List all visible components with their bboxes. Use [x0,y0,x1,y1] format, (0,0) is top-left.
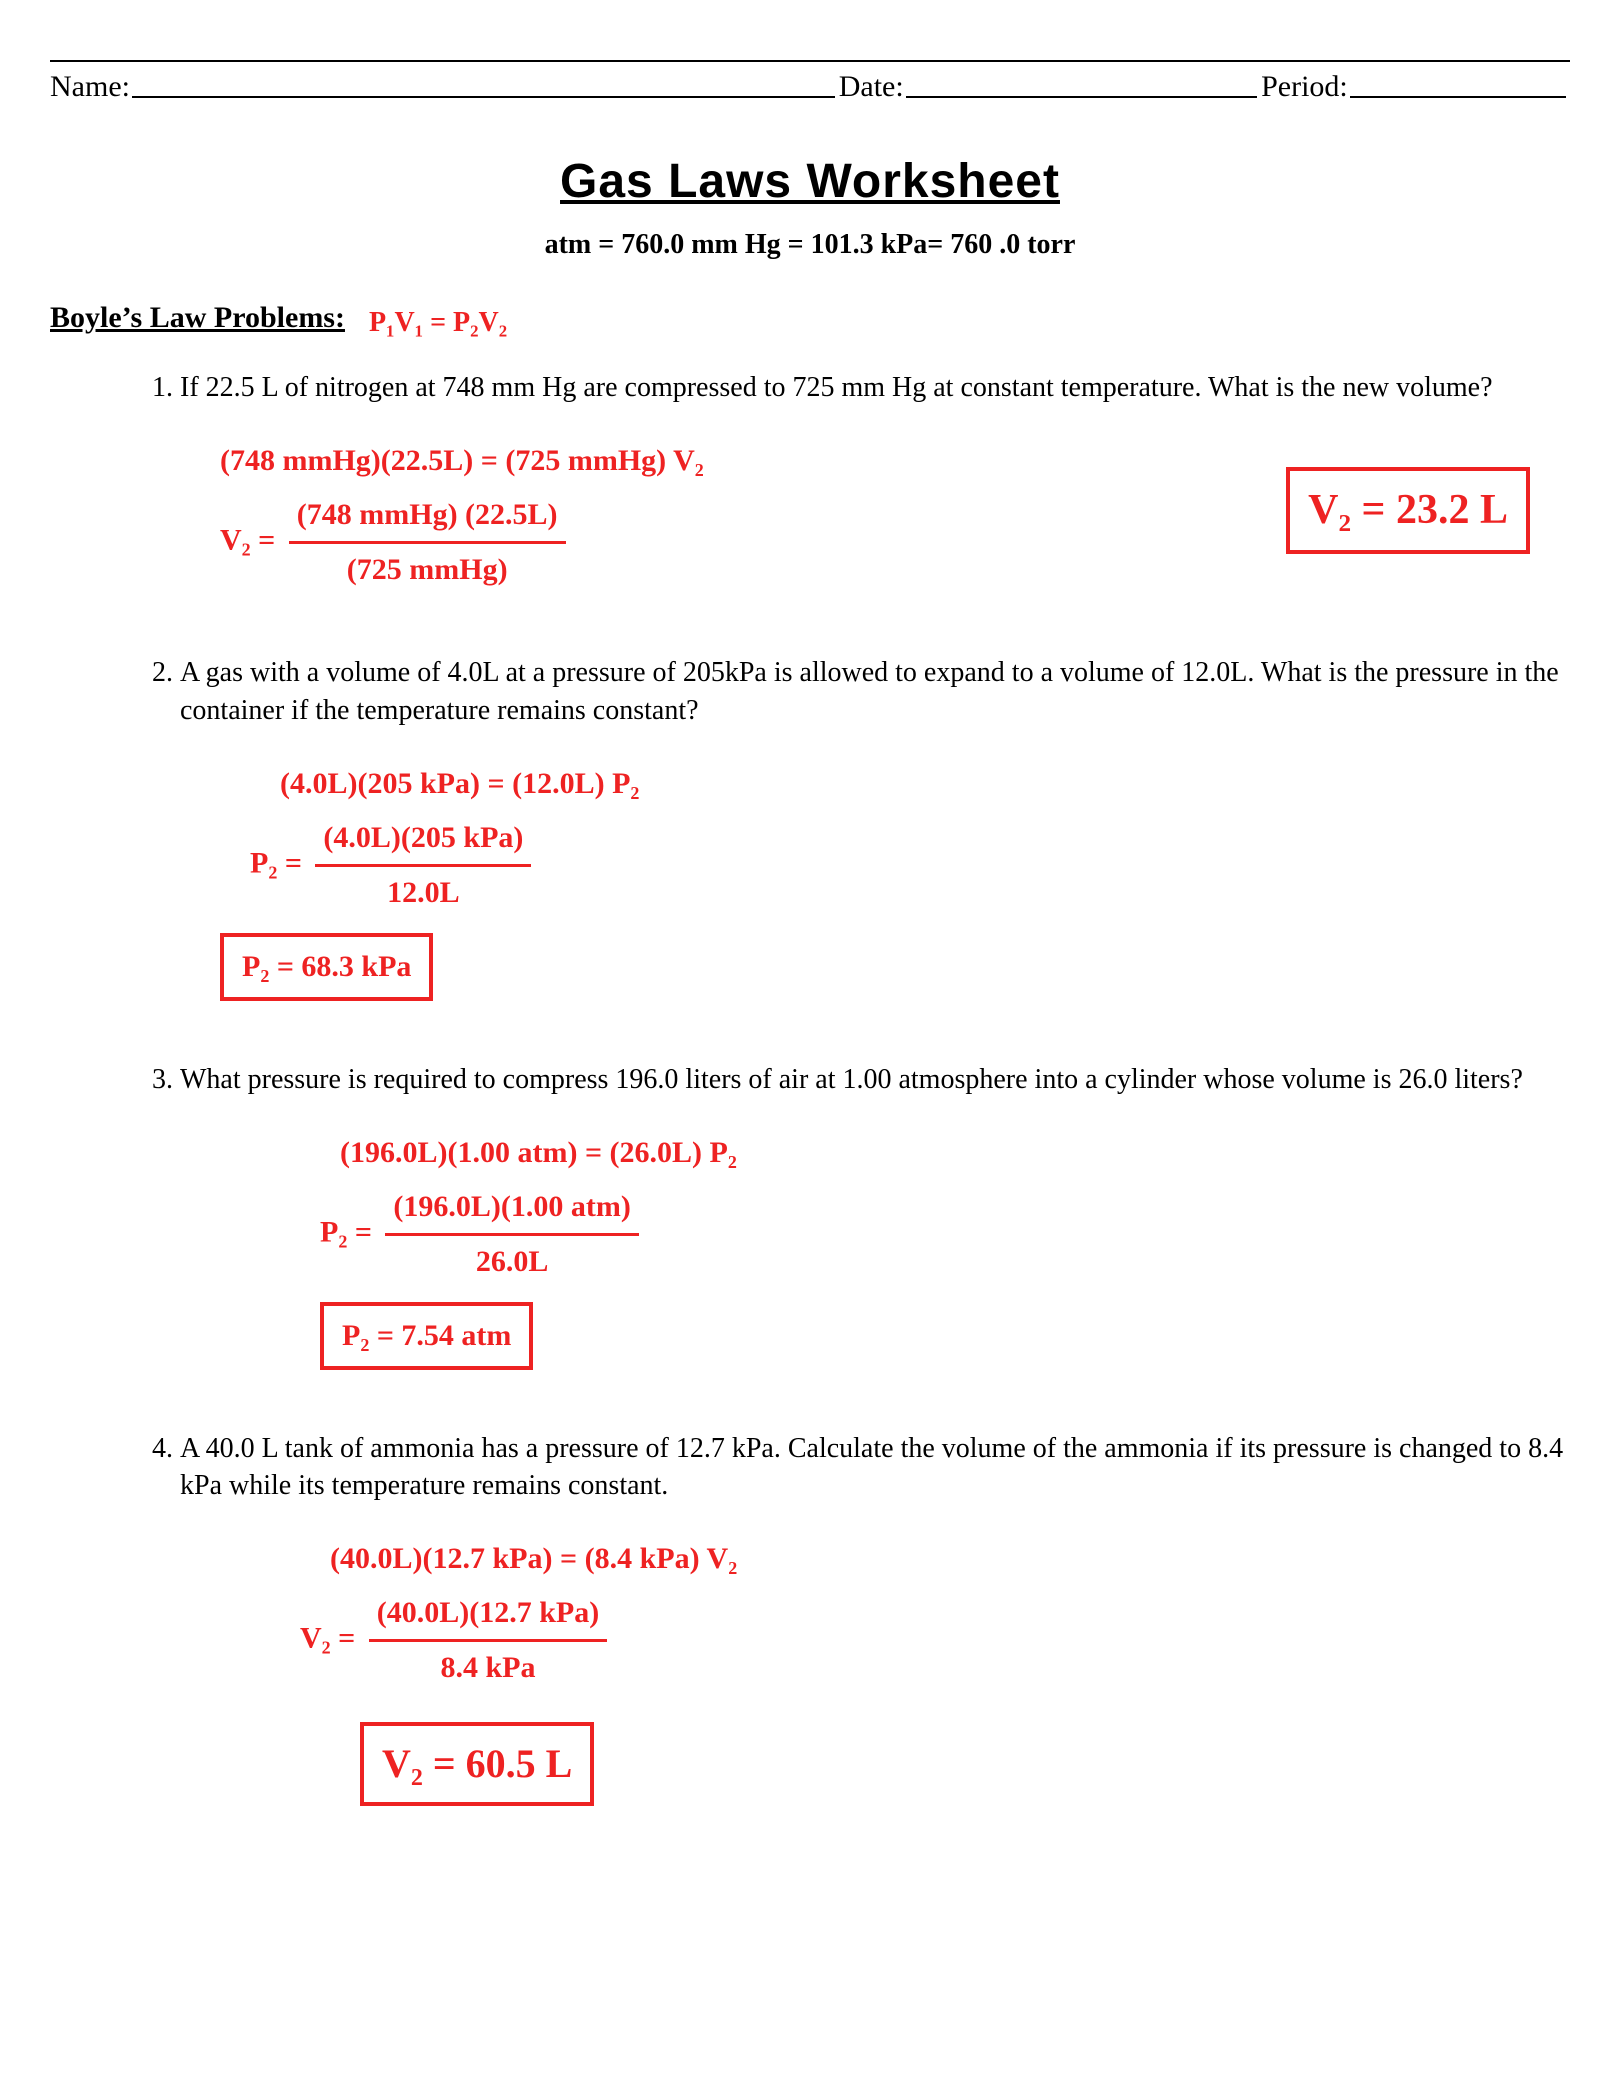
work-fraction: P₂ = (4.0L)(205 kPa) 12.0L [250,814,1570,917]
fraction: (40.0L)(12.7 kPa) 8.4 kPa [369,1589,607,1692]
numerator: (4.0L)(205 kPa) [315,814,531,867]
problem-text: If 22.5 L of nitrogen at 748 mm Hg are c… [180,372,1493,403]
fraction: (196.0L)(1.00 atm) 26.0L [385,1183,638,1286]
work-equation: (4.0L)(205 kPa) = (12.0L) P₂ [280,760,1570,808]
numerator: (196.0L)(1.00 atm) [385,1183,638,1236]
numerator: (748 mmHg) (22.5L) [289,491,566,544]
problem-list: If 22.5 L of nitrogen at 748 mm Hg are c… [50,369,1570,1806]
answer-box: P₂ = 68.3 kPa [220,933,433,1001]
section-heading: Boyle’s Law Problems: [50,301,345,335]
answer-line: P₂ = 68.3 kPa [220,923,1570,1001]
answer-box: V₂ = 60.5 L [360,1722,594,1806]
problem-2-work: (4.0L)(205 kPa) = (12.0L) P₂ P₂ = (4.0L)… [180,760,1570,1001]
section-row: Boyle’s Law Problems: P₁V₁ = P₂V₂ [50,301,1570,339]
problem-text: What pressure is required to compress 19… [180,1064,1523,1095]
problem-1-work: (748 mmHg)(22.5L) = (725 mmHg) V₂ V₂ = (… [180,437,1570,594]
work-lhs: P₂ = [320,1215,372,1248]
problem-4: A 40.0 L tank of ammonia has a pressure … [180,1430,1570,1807]
work-lhs: V₂ = [220,524,275,557]
problem-4-work: (40.0L)(12.7 kPa) = (8.4 kPa) V₂ V₂ = (4… [180,1535,1570,1806]
answer-line: V₂ = 60.5 L [360,1712,1570,1806]
work-lhs: V₂ = [300,1622,355,1655]
answer-box: V₂ = 23.2 L [1286,467,1530,554]
name-blank[interactable] [132,70,835,98]
denominator: 26.0L [385,1236,638,1286]
period-blank[interactable] [1350,70,1566,98]
page-title: Gas Laws Worksheet [50,154,1570,209]
numerator: (40.0L)(12.7 kPa) [369,1589,607,1642]
fraction: (4.0L)(205 kPa) 12.0L [315,814,531,917]
problem-text: A 40.0 L tank of ammonia has a pressure … [180,1433,1563,1502]
problem-3: What pressure is required to compress 19… [180,1061,1570,1370]
answer-box: P₂ = 7.54 atm [320,1302,533,1370]
answer-line: P₂ = 7.54 atm [320,1292,1570,1370]
denominator: 8.4 kPa [369,1642,607,1692]
denominator: 12.0L [315,867,531,917]
problem-2: A gas with a volume of 4.0L at a pressur… [180,654,1570,1001]
problem-text: A gas with a volume of 4.0L at a pressur… [180,657,1559,726]
denominator: (725 mmHg) [289,544,566,594]
date-blank[interactable] [906,70,1257,98]
date-label: Date: [839,70,904,104]
problem-3-work: (196.0L)(1.00 atm) = (26.0L) P₂ P₂ = (19… [180,1129,1570,1370]
work-equation: (196.0L)(1.00 atm) = (26.0L) P₂ [340,1129,1570,1177]
conversion-subtitle: atm = 760.0 mm Hg = 101.3 kPa= 760 .0 to… [50,229,1570,261]
worksheet-header: Name: Date: Period: [50,60,1570,104]
name-label: Name: [50,70,130,104]
boyles-formula: P₁V₁ = P₂V₂ [369,307,507,339]
work-fraction: V₂ = (40.0L)(12.7 kPa) 8.4 kPa [300,1589,1570,1692]
fraction: (748 mmHg) (22.5L) (725 mmHg) [289,491,566,594]
work-lhs: P₂ = [250,846,302,879]
work-fraction: P₂ = (196.0L)(1.00 atm) 26.0L [320,1183,1570,1286]
problem-1: If 22.5 L of nitrogen at 748 mm Hg are c… [180,369,1570,594]
period-label: Period: [1261,70,1348,104]
work-equation: (40.0L)(12.7 kPa) = (8.4 kPa) V₂ [330,1535,1570,1583]
